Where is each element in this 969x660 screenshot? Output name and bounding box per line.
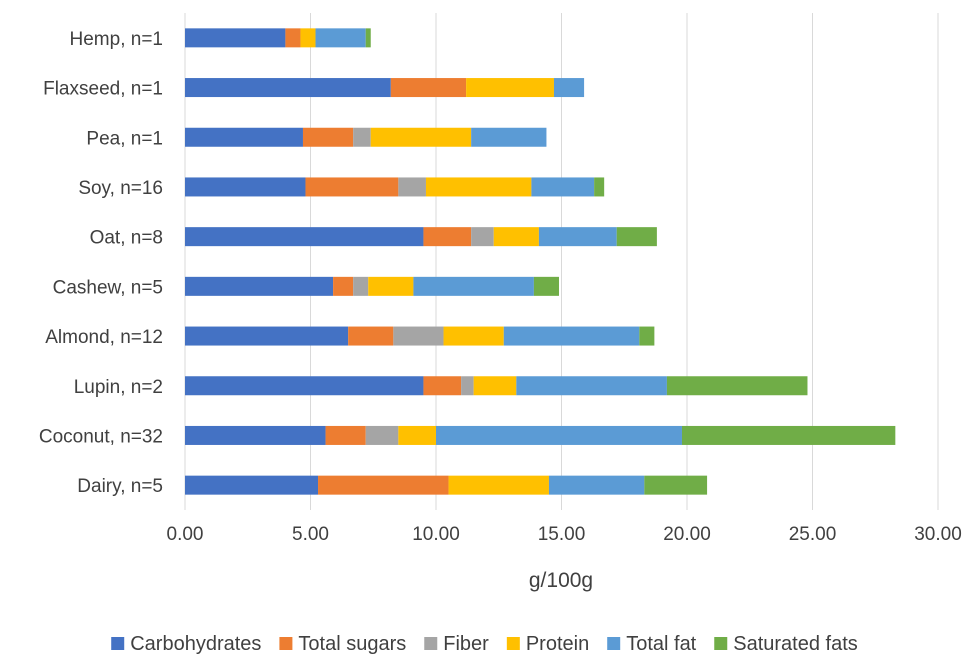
bar-segment [365,28,371,48]
bar-segment [681,425,896,445]
bar-segment [302,127,354,147]
legend-label: Protein [526,633,589,655]
legend-label: Saturated fats [733,633,858,655]
category-label: Lupin, n=2 [74,377,163,398]
bar-segment [398,177,426,197]
x-tick-label: 25.00 [789,524,837,545]
bar-segment [370,127,472,147]
legend-label: Fiber [443,633,489,655]
bar-segment [390,78,467,98]
bar-segment [365,425,399,445]
bar-segment [353,276,369,296]
bar-segment [333,276,354,296]
bar-segment [443,326,504,346]
bar-segment [548,475,645,495]
category-label: Oat, n=8 [90,228,163,249]
legend-item: Saturated fats [714,633,858,655]
bar-segment [448,475,549,495]
bar-segment [285,28,301,48]
category-labels: Hemp, n=1 Flaxseed, n=1 Pea, n=1 Soy, n=16 O… [39,29,163,497]
legend-swatch [607,637,621,650]
category-label: Soy, n=16 [78,178,163,199]
bar-segment [533,276,559,296]
category-label: Dairy, n=5 [77,476,163,497]
bar-segment [461,376,474,396]
bar-segment [436,425,682,445]
x-tick-label: 15.00 [538,524,586,545]
bar-segment [398,425,436,445]
bar-segment [423,376,462,396]
x-tick-label: 0.00 [167,524,204,545]
bar-segment [318,475,449,495]
category-label: Almond, n=12 [45,327,163,348]
category-label: Flaxseed, n=1 [43,79,163,100]
bar-segment [594,177,605,197]
legend-item: Fiber [424,633,489,655]
legend-swatch [111,637,125,650]
bar-segment [666,376,808,396]
legend-swatch [506,637,520,650]
bar-segment [185,475,319,495]
bar-segment [466,78,554,98]
bar-segment [300,28,316,48]
bar-segment [185,127,303,147]
category-label: Hemp, n=1 [70,29,163,50]
x-tick-label: 20.00 [663,524,711,545]
category-label: Cashew, n=5 [53,277,163,298]
x-axis-title: g/100g [529,569,593,592]
bar-segment [423,227,472,247]
legend-item: Total sugars [279,633,406,655]
legend-item: Protein [506,633,589,655]
bar-segment [493,227,539,247]
bar-segment [185,326,349,346]
x-tick-labels: 0.00 5.00 10.00 15.00 20.00 25.00 30.00 [167,524,962,545]
bar-segment [348,326,394,346]
bar-segment [471,227,494,247]
legend-swatch [714,637,728,650]
x-tick-label: 30.00 [914,524,962,545]
legend-label: Carbohydrates [130,633,261,655]
bar-segment [413,276,534,296]
legend-item: Carbohydrates [111,633,261,655]
bars [185,28,896,495]
bar-segment [368,276,414,296]
bar-segment [538,227,617,247]
bar-segment [185,376,424,396]
x-tick-label: 10.00 [412,524,460,545]
bar-segment [185,276,334,296]
legend-swatch [279,637,293,650]
bar-segment [305,177,399,197]
bar-segment [553,78,585,98]
bar-segment [503,326,640,346]
bar-segment [516,376,667,396]
bar-segment [325,425,366,445]
bar-segment [185,28,286,48]
bar-segment [473,376,517,396]
bar-segment [185,177,306,197]
bar-segment [425,177,532,197]
legend-label: Total sugars [298,633,406,655]
legend: Carbohydrates Total sugars Fiber Protein Tot… [111,633,858,655]
bar-segment [315,28,366,48]
bar-segment [639,326,655,346]
bar-segment [531,177,595,197]
x-tick-label: 5.00 [292,524,329,545]
bar-segment [185,78,391,98]
bar-segment [353,127,371,147]
bar-segment [644,475,708,495]
bar-segment [471,127,547,147]
category-label: Coconut, n=32 [39,426,163,447]
category-label: Pea, n=1 [86,128,163,149]
bar-segment [185,227,424,247]
bar-segment [616,227,657,247]
bar-segment [185,425,326,445]
legend-label: Total fat [626,633,696,655]
legend-item: Total fat [607,633,697,655]
bar-segment [393,326,444,346]
legend-swatch [424,637,438,650]
